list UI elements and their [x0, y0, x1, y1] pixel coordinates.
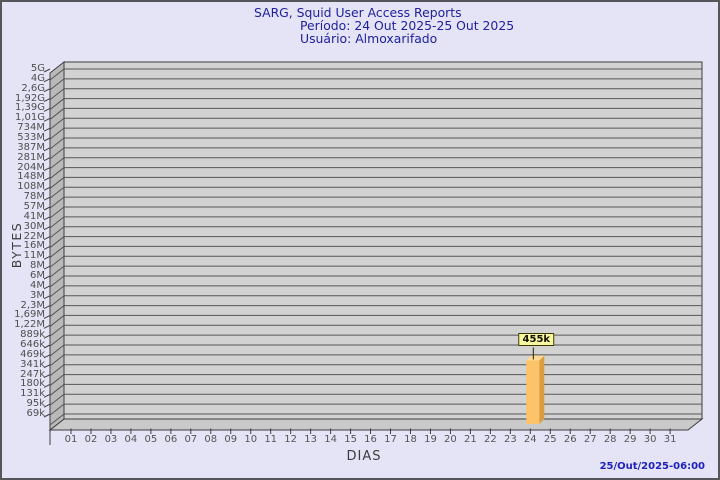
bar-value-label: 455k [518, 333, 555, 347]
y-axis-tick-label: 22M [23, 230, 45, 242]
x-axis-tick-label: 19 [424, 434, 437, 445]
x-axis-tick-label: 03 [104, 434, 118, 445]
y-axis-tick-label: 734M [17, 122, 45, 134]
y-axis-tick-label: 16M [23, 240, 45, 252]
y-axis-tick-label: 1,01G [14, 112, 45, 124]
x-axis-tick-label: 20 [444, 434, 457, 445]
x-axis-tick-label: 31 [663, 434, 677, 445]
x-axis-tick-label: 01 [64, 434, 78, 445]
y-axis-tick-label: 469k [20, 348, 45, 360]
x-axis-tick-label: 22 [483, 434, 497, 445]
y-axis-tick-label: 30M [23, 220, 45, 232]
y-axis-title: BYTES [9, 221, 24, 269]
y-axis-tick-label: 57M [23, 201, 45, 212]
y-axis-tick-label: 41M [23, 210, 45, 222]
y-axis-tick-label: 1,39G [14, 102, 45, 114]
y-axis-tick-label: 6M [30, 270, 45, 281]
y-axis-tick-label: 4M [30, 279, 45, 291]
y-axis-tick-label: 180k [20, 378, 45, 390]
y-axis-tick-label: 1,92G [14, 92, 45, 104]
x-axis-tick-label: 14 [324, 434, 337, 445]
x-axis-tick-label: 08 [204, 434, 218, 445]
y-axis-tick-label: 11M [23, 250, 45, 262]
x-axis-tick-label: 04 [124, 434, 138, 445]
x-axis-tick-label: 09 [224, 434, 238, 445]
y-axis-tick-label: 95k [26, 398, 45, 410]
y-axis-tick-label: 2,3M [20, 299, 45, 311]
y-axis-tick-label: 1,22M [14, 319, 45, 331]
x-axis-tick-label: 07 [184, 434, 198, 445]
x-axis-tick-label: 25 [543, 434, 557, 445]
x-axis-tick-label: 15 [344, 434, 357, 445]
x-axis-tick-label: 11 [264, 434, 278, 445]
y-axis-tick-label: 646k [20, 339, 45, 350]
report-generated-timestamp: 25/Out/2025-06:00 [599, 461, 705, 472]
y-axis-tick-label: 204M [17, 161, 45, 173]
y-axis-tick-label: 341k [20, 358, 45, 370]
y-axis-tick-label: 2,6G [21, 82, 45, 94]
x-axis-tick-label: 23 [503, 434, 517, 445]
y-axis-tick-label: 148M [17, 171, 45, 183]
report-period: Período: 24 Out 2025-25 Out 2025 [300, 18, 515, 33]
x-axis-tick-label: 21 [464, 434, 477, 445]
x-axis-tick-label: 06 [164, 434, 178, 445]
x-axis-tick-label: 30 [643, 434, 657, 445]
y-axis-tick-label: 131k [20, 388, 45, 400]
y-axis-tick-label: 281M [17, 151, 45, 163]
y-axis-tick-label: 387M [17, 141, 45, 153]
x-axis-tick-label: 05 [144, 434, 158, 445]
x-axis-tick-label: 10 [244, 434, 258, 445]
x-axis-tick-label: 27 [583, 434, 597, 445]
x-axis-tick-label: 18 [404, 434, 417, 445]
y-axis-tick-label: 247k [20, 368, 45, 380]
y-axis-tick-label: 8M [30, 260, 45, 272]
x-axis-tick-label: 02 [84, 434, 98, 445]
y-axis-tick-label: 3M [30, 289, 45, 301]
x-axis-tick-label: 13 [304, 434, 317, 445]
y-axis-tick-label: 5G [30, 63, 45, 74]
y-axis-tick-label: 4G [30, 72, 45, 84]
y-axis-tick-label: 1,69M [14, 309, 45, 321]
y-axis-tick-label: 533M [17, 132, 45, 143]
x-axis-tick-label: 29 [623, 434, 637, 445]
report-user: Usuário: Almoxarifado [300, 31, 438, 46]
y-axis-tick-label: 108M [17, 181, 45, 193]
x-axis-tick-label: 17 [384, 434, 397, 445]
x-axis-title: DIAS [346, 449, 382, 464]
x-axis-tick-label: 26 [563, 434, 577, 445]
x-axis-tick-label: 12 [284, 434, 298, 445]
y-axis-tick-label: 69k [26, 408, 45, 419]
x-axis-tick-label: 24 [523, 434, 537, 445]
y-axis-tick-label: 889k [20, 329, 45, 341]
report-title: SARG, Squid User Access Reports [254, 5, 462, 20]
y-axis-tick-label: 78M [23, 191, 45, 203]
x-axis-tick-label: 16 [364, 434, 377, 445]
x-axis-tick-label: 28 [603, 434, 617, 445]
